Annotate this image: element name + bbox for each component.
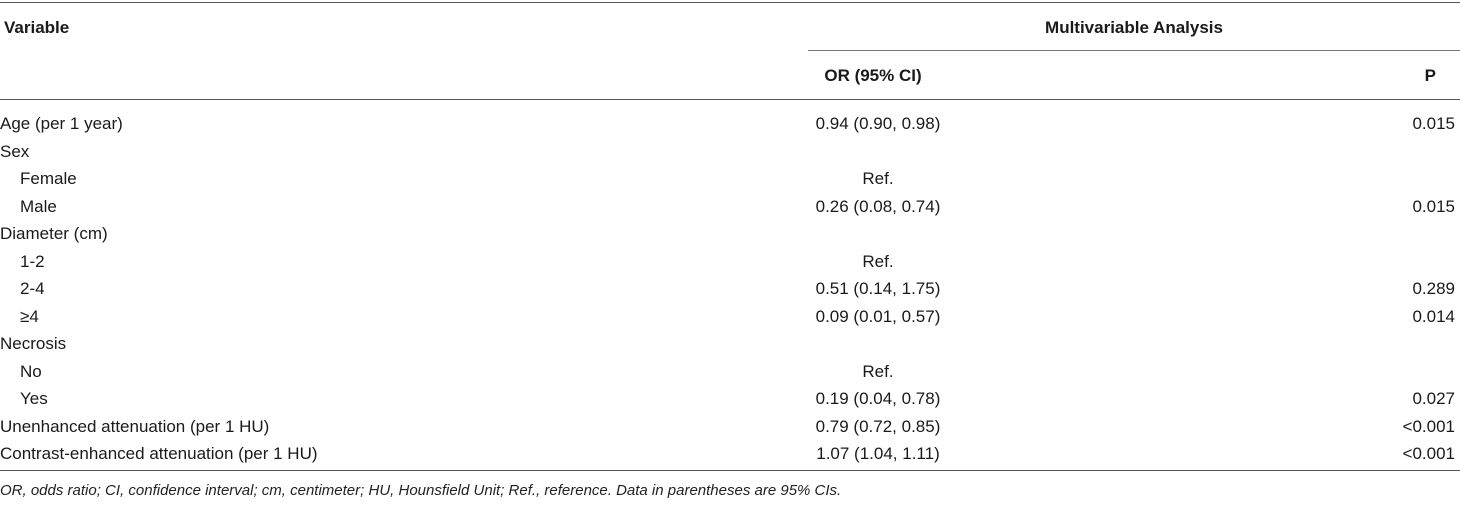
header-multivariable-analysis: Multivariable Analysis (1045, 18, 1223, 37)
row-p-value: 0.027 (1412, 389, 1455, 408)
row-or-ci: 0.19 (0.04, 0.78) (815, 389, 941, 408)
row-p-value: <0.001 (1402, 444, 1455, 463)
row-variable: Contrast-enhanced attenuation (per 1 HU) (0, 444, 318, 463)
table-footnote: OR, odds ratio; CI, confidence interval;… (0, 482, 842, 499)
row-or-ci: Ref. (862, 169, 894, 188)
row-or-ci: Ref. (862, 251, 894, 271)
row-variable: Diameter (cm) (0, 224, 108, 243)
table-row: Contrast-enhanced attenuation (per 1 HU)… (0, 443, 1460, 471)
row-or-ci: 0.94 (0.90, 0.98) (815, 114, 941, 133)
row-variable: No (20, 361, 42, 381)
row-or-ci: Ref. (862, 361, 894, 381)
row-or-ci: 0.09 (0.01, 0.57) (815, 306, 941, 326)
header-or-ci: OR (95% CI) (824, 66, 922, 85)
row-variable: Age (per 1 year) (0, 114, 123, 133)
table-row: Male 0.26 (0.08, 0.74) 0.015 (0, 196, 1460, 224)
table-row: Necrosis (0, 333, 1460, 361)
table-bottom-rule (0, 470, 1460, 471)
row-variable: Sex (0, 141, 30, 161)
table-row: No Ref. (0, 361, 1460, 389)
row-p-value: 0.015 (1412, 114, 1455, 133)
table-row: Unenhanced attenuation (per 1 HU) 0.79 (0… (0, 416, 1460, 444)
header-bottom-rule (0, 99, 1460, 100)
row-variable: 1-2 (20, 251, 45, 271)
row-or-ci: 0.51 (0.14, 1.75) (815, 279, 941, 298)
table-row: 2-4 0.51 (0.14, 1.75) 0.289 (0, 278, 1460, 306)
row-variable: Unenhanced attenuation (per 1 HU) (0, 416, 270, 436)
row-or-ci: 0.26 (0.08, 0.74) (815, 196, 941, 216)
header-p-value: P (1424, 66, 1436, 85)
row-p-value: 0.289 (1412, 279, 1455, 298)
table-row: Yes 0.19 (0.04, 0.78) 0.027 (0, 388, 1460, 416)
row-variable: ≥4 (20, 306, 39, 326)
row-or-ci: 0.79 (0.72, 0.85) (815, 416, 941, 436)
table-row: 1-2 Ref. (0, 251, 1460, 279)
row-p-value: 0.015 (1412, 196, 1455, 216)
header-variable: Variable (4, 18, 70, 37)
row-p-value: <0.001 (1402, 416, 1455, 436)
table-row: ≥4 0.09 (0.01, 0.57) 0.014 (0, 306, 1460, 334)
table-row: Female Ref. (0, 168, 1460, 196)
row-variable: Male (20, 196, 57, 216)
table-row: Sex (0, 141, 1460, 169)
header-group-rule (808, 50, 1460, 51)
table-body: Age (per 1 year) 0.94 (0.90, 0.98) 0.015 Se… (0, 113, 1460, 471)
row-variable: Yes (20, 389, 48, 408)
row-variable: Female (20, 169, 77, 188)
row-variable: 2-4 (20, 279, 45, 298)
table-row: Age (per 1 year) 0.94 (0.90, 0.98) 0.015 (0, 113, 1460, 141)
row-p-value: 0.014 (1412, 306, 1455, 326)
row-variable: Necrosis (0, 334, 67, 353)
table-top-rule (0, 2, 1460, 3)
row-or-ci: 1.07 (1.04, 1.11) (816, 444, 940, 463)
table-row: Diameter (cm) (0, 223, 1460, 251)
